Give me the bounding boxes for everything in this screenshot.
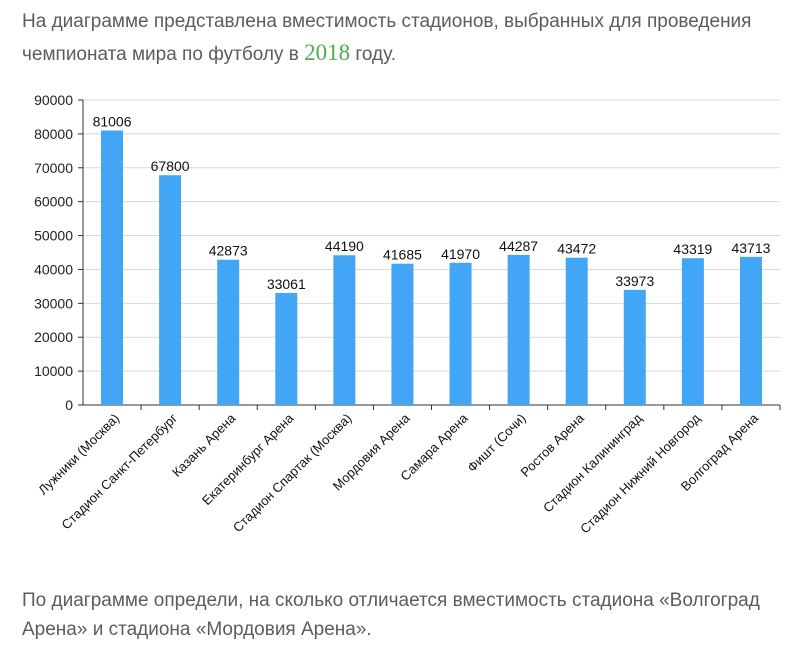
y-tick-label: 10000 <box>34 363 73 379</box>
data-label: 81006 <box>93 113 132 129</box>
intro-after: году. <box>350 44 396 65</box>
chart-svg: 0 10000 20000 30000 40000 50000 60000 70000 8000… <box>34 92 781 536</box>
data-label: 67800 <box>151 158 190 174</box>
data-label: 33061 <box>267 276 306 292</box>
bar <box>333 255 356 405</box>
bar <box>217 259 240 405</box>
bar <box>391 263 414 405</box>
y-tick-label: 70000 <box>34 160 73 176</box>
category-label: Стадион Нижний Новгород <box>577 410 703 536</box>
bar <box>275 292 298 405</box>
data-label: 42873 <box>209 243 248 259</box>
y-tick-label: 0 <box>65 397 73 413</box>
bar <box>449 262 472 405</box>
bar <box>739 256 762 405</box>
bar <box>101 130 124 405</box>
intro-year: 2018 <box>304 40 351 65</box>
category-label: Фишт (Сочи) <box>464 411 528 475</box>
data-label: 41685 <box>383 247 422 263</box>
bar <box>681 258 704 405</box>
question-text: По диаграмме определи, на сколько отлича… <box>22 590 760 640</box>
bar <box>507 254 530 405</box>
bar <box>565 257 588 405</box>
data-label: 44190 <box>325 238 364 254</box>
data-label: 33973 <box>615 273 654 289</box>
data-label: 43472 <box>557 241 596 257</box>
y-tick-label: 20000 <box>34 329 73 345</box>
y-tick-label: 30000 <box>34 295 73 311</box>
y-tick-label: 80000 <box>34 126 73 142</box>
data-label: 43713 <box>731 240 770 256</box>
y-tick-label: 50000 <box>34 228 73 244</box>
data-label: 41970 <box>441 246 480 262</box>
category-label: Стадион Калининград <box>540 410 645 515</box>
y-tick-label: 90000 <box>34 92 73 108</box>
category-label: Стадион Спартак (Москва) <box>230 411 355 536</box>
y-tick-label: 40000 <box>34 261 73 277</box>
bar <box>159 175 182 405</box>
y-tick-label: 60000 <box>34 194 73 210</box>
intro-before: На диаграмме представлена вместимость ст… <box>22 11 752 65</box>
stadium-capacity-chart: 0 10000 20000 30000 40000 50000 60000 70000 8000… <box>0 85 800 570</box>
intro-text: На диаграмме представлена вместимость ст… <box>22 6 782 70</box>
data-label: 43319 <box>673 241 712 257</box>
category-label: Стадион Санкт-Петербург <box>58 410 180 532</box>
data-label: 44287 <box>499 238 538 254</box>
bar <box>623 289 646 405</box>
